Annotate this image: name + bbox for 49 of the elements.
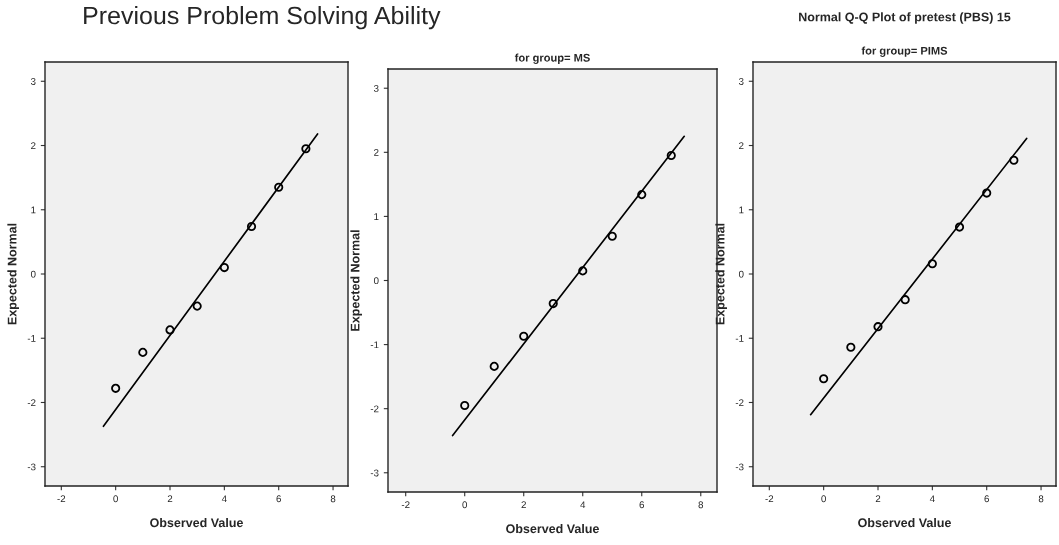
y-tick-label: -2: [370, 405, 379, 413]
x-tick-label: 2: [521, 501, 526, 509]
x-tick-label: 0: [113, 495, 118, 503]
y-tick-label: 2: [31, 142, 36, 150]
y-axis-title: Expected Normal: [7, 223, 19, 325]
x-tick-label: 0: [821, 495, 826, 503]
y-tick-label: 2: [374, 149, 379, 156]
x-tick-label: 6: [276, 495, 281, 503]
y-tick-label: -3: [370, 469, 379, 477]
y-tick-label: -2: [735, 399, 744, 407]
x-tick-label: 8: [698, 501, 704, 509]
y-tick-label: 3: [30, 78, 36, 85]
x-tick-label: -2: [765, 495, 774, 503]
chart-subtitle: for group= MS: [514, 53, 590, 64]
y-axis-title: Expected Normal: [350, 230, 362, 331]
y-tick-label: -1: [27, 335, 36, 342]
y-tick-label: 0: [30, 270, 36, 278]
y-tick-label: 3: [738, 78, 744, 85]
y-tick-label: 0: [373, 277, 379, 285]
x-tick-label: 8: [1038, 495, 1044, 503]
y-tick-label: -3: [735, 463, 744, 471]
x-tick-label: 4: [580, 501, 586, 509]
x-tick-label: 2: [875, 495, 881, 503]
chart-title: Normal Q-Q Plot of pretest (PBS) 15: [799, 12, 1011, 24]
x-tick-label: -2: [401, 501, 410, 509]
x-axis-title: Observed Value: [858, 517, 951, 528]
x-tick-label: 6: [639, 501, 645, 509]
y-tick-label: -3: [27, 463, 36, 471]
y-tick-label: 1: [374, 213, 379, 220]
chart-title: Previous Problem Solving Ability: [84, 6, 441, 30]
y-tick-label: -1: [735, 335, 744, 342]
y-tick-label: -2: [27, 399, 36, 407]
y-tick-label: 2: [739, 142, 744, 150]
y-tick-label: -1: [370, 341, 379, 349]
chart-subtitle: for group= PIMS: [861, 46, 948, 57]
x-axis-title: Observed Value: [506, 523, 599, 534]
x-tick-label: 6: [984, 495, 989, 503]
y-tick-label: 3: [373, 84, 379, 92]
x-tick-label: 4: [221, 495, 227, 503]
x-tick-label: 8: [330, 495, 336, 503]
y-axis-title: Expected Normal: [715, 223, 727, 325]
x-axis-title: Observed Value: [150, 517, 243, 528]
x-tick-label: -2: [57, 495, 66, 503]
y-tick-label: 1: [31, 206, 36, 214]
x-tick-label: 0: [462, 501, 468, 509]
y-tick-label: 1: [739, 206, 744, 214]
y-tick-label: 0: [738, 270, 744, 278]
x-tick-label: 4: [929, 495, 935, 503]
x-tick-label: 2: [167, 495, 173, 503]
